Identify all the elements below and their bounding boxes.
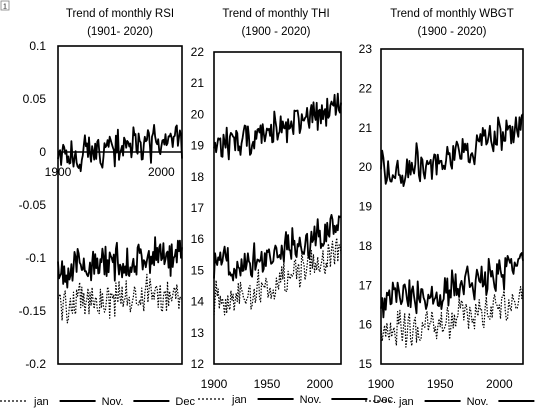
chart-subtitle: (1900 - 2020) [241, 26, 310, 38]
y-tick-label: 0 [39, 145, 46, 159]
y-tick-label: 20 [191, 107, 205, 121]
y-tick-label: 0.05 [23, 92, 47, 106]
y-tick-label: 16 [191, 232, 205, 246]
corner-marker: 1 [0, 0, 10, 11]
x-tick-label: 2000 [148, 165, 175, 179]
y-tick-label: 23 [359, 42, 373, 56]
corner-marker-label: 1 [3, 4, 7, 11]
y-tick-label: 15 [359, 357, 373, 371]
x-tick-label: 1900 [45, 165, 72, 179]
y-tick-label: 22 [191, 45, 205, 59]
plot-frame [380, 48, 524, 365]
x-tick-label: 2000 [306, 377, 333, 391]
legend: jan Nov. Dec [0, 396, 195, 408]
y-tick-label: 14 [191, 295, 205, 309]
series-line-nov [57, 236, 183, 289]
plot-frame [57, 45, 183, 365]
legend-label: Nov. [467, 396, 489, 408]
chart-title: Trend of monthly WBGT [390, 8, 514, 20]
x-tick-label: 1950 [427, 377, 454, 391]
legend-label: jan [231, 394, 247, 406]
y-tick-label: -0.1 [25, 251, 46, 265]
plot-frame [213, 51, 342, 365]
series-line-jan [380, 286, 524, 348]
y-tick-label: 22 [359, 81, 373, 95]
y-tick-label: 21 [359, 121, 373, 135]
panel-rsi: Trend of monthly RSI (1901- 2020) 0.1 0.05 0… [0, 8, 195, 408]
x-tick-label: 1900 [201, 377, 228, 391]
y-tick-label: 15 [191, 263, 205, 277]
legend: jan Nov. Dec. [198, 394, 396, 406]
series-line-dec [213, 92, 342, 161]
legend-label: Nov. [300, 394, 322, 406]
y-tick-label: 17 [359, 278, 373, 292]
y-tick-label: 21 [191, 76, 205, 90]
y-tick-label: 18 [191, 170, 205, 184]
series-line-jan [213, 237, 342, 316]
y-tick-label: 19 [191, 139, 205, 153]
y-tick-label: 20 [359, 160, 373, 174]
chart-subtitle: (1900 - 2020) [417, 26, 486, 38]
legend-label: Dec. [373, 394, 396, 406]
legend-label: jan [33, 396, 49, 408]
y-tick-label: 13 [191, 326, 205, 340]
series-line-jan [57, 273, 183, 324]
chart-title: Trend of monthly THI [222, 8, 329, 20]
y-tick-label: 18 [359, 239, 373, 253]
y-tick-label: -0.15 [19, 304, 47, 318]
legend-label: Nov. [102, 396, 124, 408]
x-tick-label: 1900 [368, 377, 395, 391]
y-tick-label: 17 [191, 201, 205, 215]
panel-thi: Trend of monthly THI (1900 - 2020) 22 21 20 1… [191, 8, 396, 406]
y-tick-label: -0.2 [25, 357, 46, 371]
chart-title: Trend of monthly RSI [66, 8, 174, 20]
legend-label: jan [398, 396, 414, 408]
x-tick-label: 1950 [254, 377, 281, 391]
panel-wbgt: Trend of monthly WBGT (1900 - 2020) 23 22 21… [359, 8, 535, 408]
series-line-dec [380, 113, 524, 188]
y-tick-label: 16 [359, 318, 373, 332]
y-tick-label: 19 [359, 200, 373, 214]
y-tick-label: -0.05 [19, 198, 47, 212]
chart-subtitle: (1901- 2020) [87, 26, 153, 38]
x-tick-label: 2000 [486, 377, 513, 391]
y-tick-label: 0.1 [29, 39, 46, 53]
series-line-dec [57, 124, 183, 173]
series-line-nov [213, 213, 342, 282]
series-line-nov [380, 252, 524, 319]
legend-label: Dec [175, 396, 195, 408]
y-tick-label: 12 [191, 357, 205, 371]
